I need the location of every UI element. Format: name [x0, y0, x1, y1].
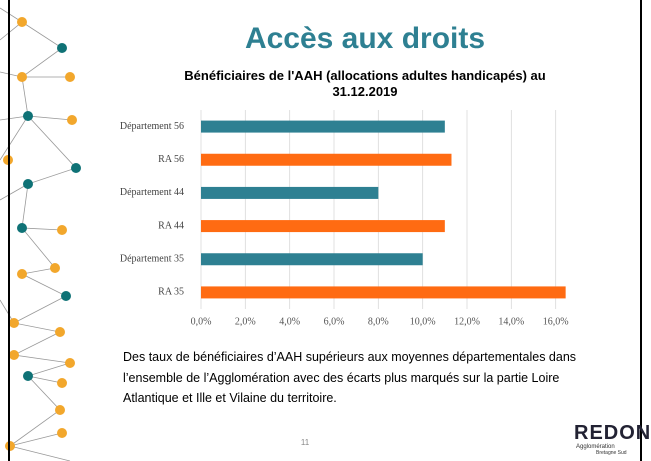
page-number: 11: [290, 438, 320, 447]
y-tick-label: RA 35: [158, 287, 184, 298]
y-tick-label: Département 56: [120, 121, 184, 132]
bar: [201, 154, 451, 166]
decoration-dots: [3, 17, 81, 451]
x-tick-label: 14,0%: [498, 316, 524, 327]
bar: [201, 121, 445, 133]
slide-title: Accès aux droits: [150, 22, 580, 56]
logo: REDON: [574, 422, 651, 445]
y-tick-label: RA 44: [158, 220, 184, 231]
y-tick-label: Département 44: [120, 187, 184, 198]
x-tick-label: 4,0%: [279, 316, 300, 327]
bar: [201, 220, 445, 232]
decoration: [0, 8, 76, 461]
x-tick-label: 16,0%: [543, 316, 569, 327]
bar: [201, 187, 378, 199]
y-tick-label: Département 35: [120, 254, 184, 265]
bar: [201, 253, 423, 265]
chart-title: Bénéficiaires de l'AAH (allocations adul…: [165, 68, 565, 100]
x-tick-label: 0,0%: [191, 316, 212, 327]
x-tick-label: 8,0%: [368, 316, 389, 327]
x-tick-label: 2,0%: [235, 316, 256, 327]
slide: 0,0% 2,0% 4,0% 6,0% 8,0% 10,0% 12,0% 14,0% 16,0%…: [0, 0, 651, 461]
x-tick-label: 10,0%: [410, 316, 436, 327]
body-text: Des taux de bénéficiaires d’AAH supérieu…: [123, 347, 603, 409]
logo-line: Bretagne Sud: [596, 451, 627, 456]
y-tick-label: RA 56: [158, 154, 184, 165]
x-tick-label: 6,0%: [324, 316, 345, 327]
bar: [201, 286, 566, 298]
x-tick-label: 12,0%: [454, 316, 480, 327]
